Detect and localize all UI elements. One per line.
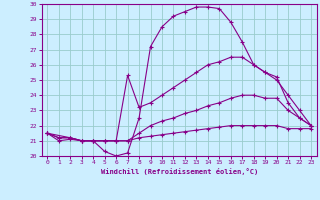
X-axis label: Windchill (Refroidissement éolien,°C): Windchill (Refroidissement éolien,°C) <box>100 168 258 175</box>
